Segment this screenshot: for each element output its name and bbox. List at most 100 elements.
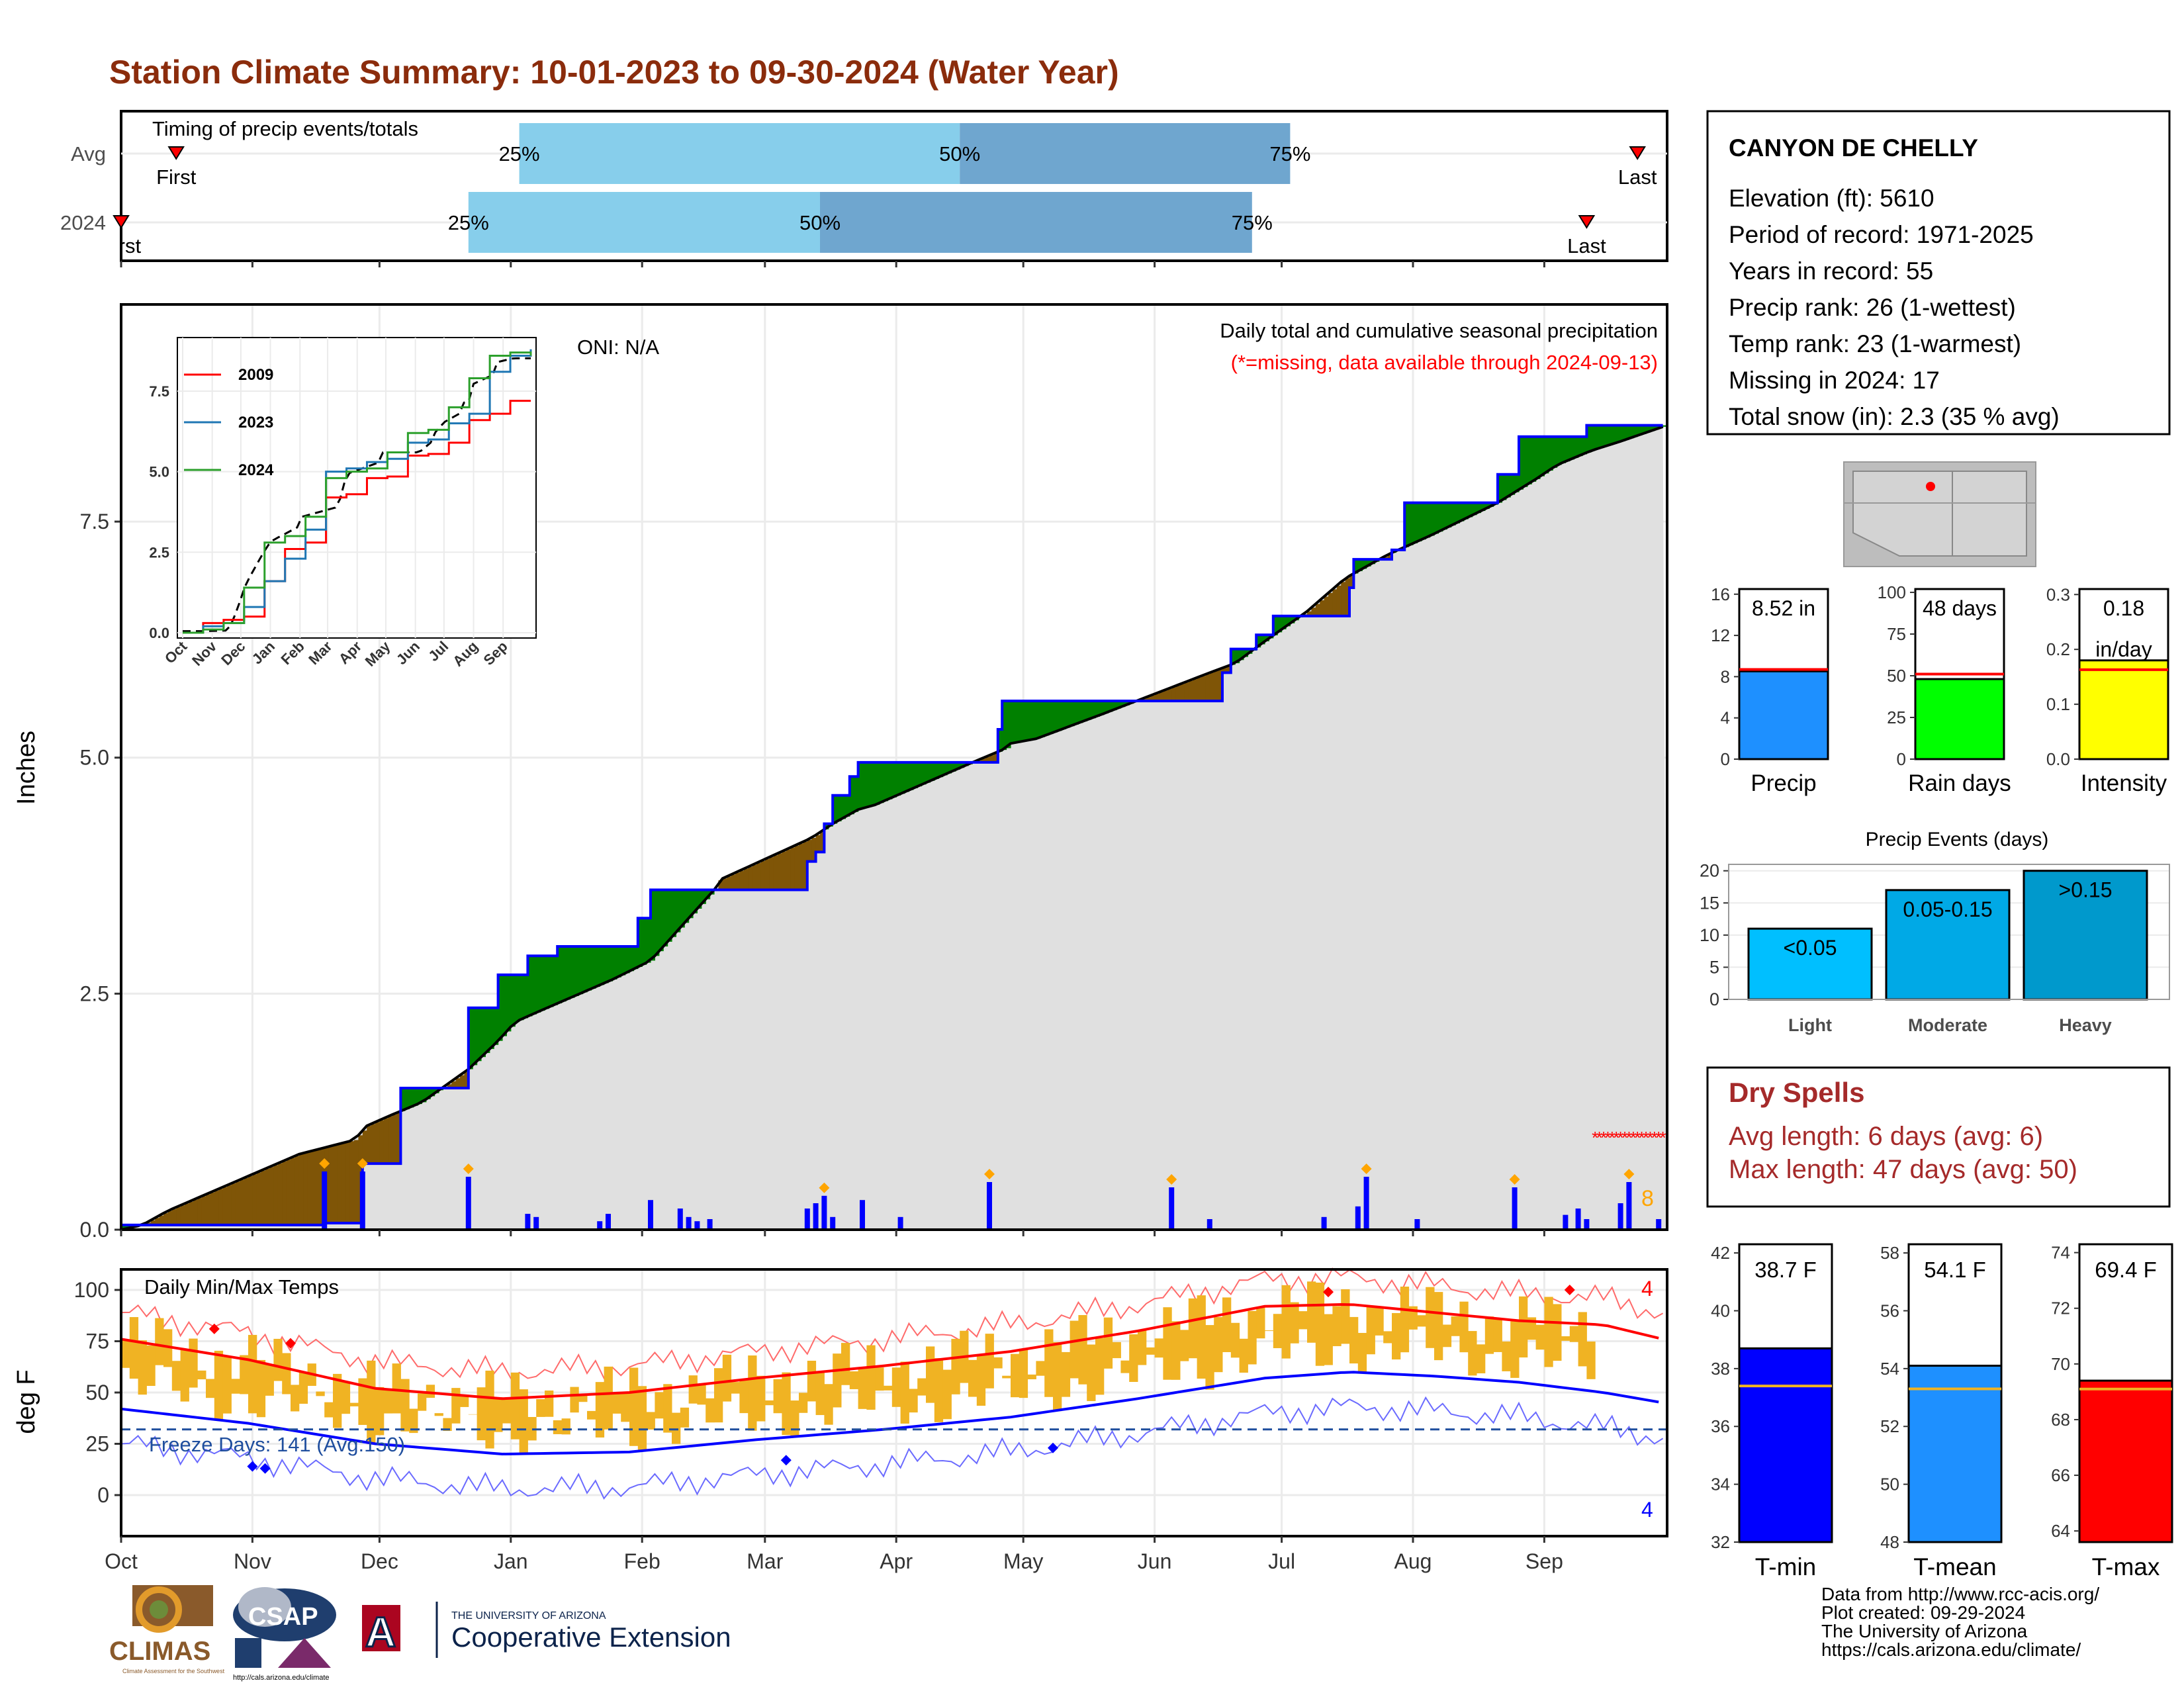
- events-bar-label: <0.05: [1784, 936, 1837, 960]
- events-bar-label: 0.05-0.15: [1903, 897, 1992, 921]
- above-average-fill: [608, 946, 613, 982]
- mini-chart-tick-label: 16: [1711, 584, 1730, 604]
- daily-temp-bar: [909, 1389, 917, 1412]
- above-average-fill: [901, 762, 905, 794]
- timing-bar-50-75: [960, 123, 1290, 184]
- mini-chart-label: Rain days: [1908, 770, 2011, 796]
- daily-temp-bar: [189, 1339, 197, 1388]
- precip-ytick-label: 7.5: [80, 510, 109, 533]
- below-average-fill: [240, 1180, 244, 1225]
- below-average-fill: [778, 853, 782, 890]
- below-average-fill: [388, 1117, 392, 1164]
- temp-summary-tick-label: 70: [2051, 1354, 2070, 1374]
- footer-line-2: Plot created: 09-29-2024: [1821, 1602, 2025, 1623]
- daily-temp-bar: [926, 1346, 934, 1402]
- daily-temp-bar: [223, 1357, 232, 1413]
- daily-precip-bar: [606, 1214, 611, 1230]
- station-info-line: Missing in 2024: 17: [1729, 367, 1940, 394]
- daily-temp-bar: [968, 1360, 977, 1397]
- daily-temp-bar: [418, 1393, 426, 1410]
- mini-chart-tick-label: 8: [1721, 666, 1730, 686]
- above-average-fill: [600, 946, 604, 985]
- below-average-fill: [197, 1198, 202, 1225]
- events-category-label: Moderate: [1908, 1015, 1987, 1035]
- above-average-fill: [629, 946, 634, 971]
- university-of-arizona-logo: A THE UNIVERSITY OF ARIZONA Cooperative …: [362, 1602, 731, 1658]
- below-average-fill: [282, 1162, 287, 1225]
- above-average-fill: [1062, 701, 1066, 729]
- daily-temp-bar: [629, 1368, 638, 1446]
- inset-ytick-label: 7.5: [149, 383, 169, 400]
- daily-temp-bar: [824, 1384, 833, 1424]
- above-average-fill: [481, 1008, 486, 1057]
- below-average-fill: [392, 1115, 397, 1164]
- above-average-fill: [884, 762, 888, 801]
- below-average-fill: [236, 1181, 240, 1225]
- below-average-fill: [287, 1160, 291, 1225]
- month-label-jul: Jul: [1268, 1549, 1295, 1573]
- mini-chart-tick-label: 0.0: [2046, 749, 2070, 769]
- daily-temp-bar: [1197, 1295, 1206, 1379]
- above-average-fill: [541, 956, 545, 1011]
- below-average-fill: [795, 846, 799, 890]
- below-average-fill: [206, 1195, 210, 1225]
- daily-temp-bar: [1070, 1321, 1079, 1379]
- timing-percent-label: 75%: [1232, 211, 1273, 234]
- daily-precip-bar: [830, 1217, 835, 1230]
- timing-bar-25-50: [520, 123, 960, 184]
- precip-panel: 0.02.55.07.5 ***************** Inches ON…: [13, 304, 1668, 1242]
- below-average-fill: [1189, 681, 1193, 701]
- temp-summary-tick-label: 40: [1711, 1301, 1730, 1320]
- daily-temp-bar: [1019, 1349, 1028, 1398]
- temp-summary-label: T-max: [2092, 1553, 2160, 1580]
- daily-temp-bar: [1451, 1316, 1460, 1336]
- footer-line-4: https://cals.arizona.edu/climate/: [1821, 1639, 2081, 1660]
- daily-precip-bar: [860, 1200, 865, 1230]
- above-average-fill: [854, 776, 858, 811]
- below-average-fill: [167, 1211, 172, 1224]
- mini-chart-bar-rain-days: [1915, 679, 2004, 759]
- temp-summary-tick-label: 42: [1711, 1243, 1730, 1263]
- daily-temp-bar: [1392, 1313, 1400, 1359]
- daily-temp-bar: [146, 1346, 155, 1386]
- daily-temp-bar: [756, 1376, 765, 1422]
- above-average-fill: [1032, 701, 1036, 739]
- above-average-fill: [536, 956, 541, 1013]
- above-average-fill: [621, 946, 625, 976]
- below-average-fill: [350, 1141, 355, 1223]
- below-average-fill: [723, 878, 727, 890]
- timing-percent-label: 75%: [1269, 142, 1310, 165]
- logos: CLIMAS Climate Assessment for the Southw…: [109, 1585, 731, 1682]
- footer-credits: Data from http://www.rcc-acis.org/ Plot …: [1821, 1584, 2099, 1660]
- above-average-fill: [1523, 437, 1527, 487]
- daily-temp-bar: [647, 1412, 655, 1429]
- station-info-line: Precip rank: 26 (1-wettest): [1729, 294, 2016, 321]
- daily-precip-bar: [821, 1196, 827, 1230]
- below-average-fill: [1176, 686, 1181, 701]
- above-average-fill: [1557, 437, 1562, 465]
- above-average-fill: [562, 946, 567, 1001]
- below-average-fill: [363, 1130, 367, 1164]
- daily-temp-bar: [1375, 1306, 1383, 1336]
- daily-temp-bar: [1282, 1285, 1291, 1359]
- below-average-fill: [181, 1205, 185, 1225]
- below-average-fill: [227, 1185, 232, 1225]
- temp-summary-value: 69.4 F: [2095, 1257, 2157, 1282]
- daily-temp-bar: [892, 1367, 901, 1407]
- daily-precip-bar: [686, 1217, 692, 1230]
- month-label-jun: Jun: [1138, 1549, 1172, 1573]
- temp-summary-tick-label: 48: [1880, 1532, 1899, 1552]
- daily-temp-bar: [1095, 1338, 1104, 1395]
- month-label-may: May: [1003, 1549, 1043, 1573]
- climas-logo-subtext: Climate Assessment for the Southwest: [122, 1668, 225, 1674]
- daily-precip-bar: [1364, 1177, 1369, 1230]
- daily-temp-bar: [435, 1413, 443, 1416]
- below-average-fill: [1210, 672, 1214, 701]
- daily-precip-bar: [360, 1171, 365, 1230]
- below-average-fill: [278, 1164, 283, 1225]
- daily-temp-bar: [866, 1346, 875, 1410]
- below-average-fill: [790, 848, 795, 890]
- below-average-fill: [210, 1193, 214, 1225]
- daily-temp-bar: [1367, 1306, 1375, 1355]
- daily-temp-bar: [951, 1339, 960, 1394]
